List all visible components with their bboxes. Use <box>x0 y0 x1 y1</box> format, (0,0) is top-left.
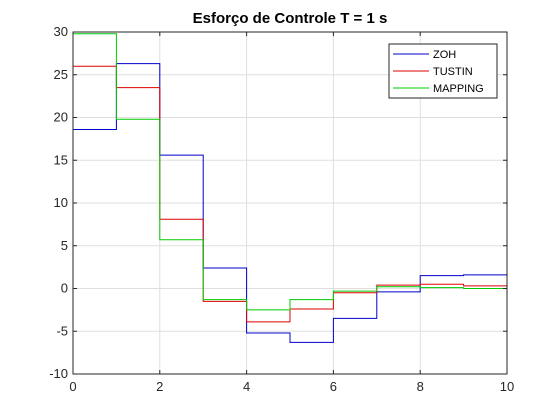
y-tick-label: 5 <box>61 238 68 253</box>
legend-label-zoh: ZOH <box>433 49 456 61</box>
chart-title: Esforço de Controle T = 1 s <box>193 10 388 27</box>
x-tick-label: 6 <box>330 379 337 394</box>
y-tick-label: -5 <box>56 323 68 338</box>
y-tick-label: 25 <box>54 67 68 82</box>
legend-label-tustin: TUSTIN <box>433 66 473 78</box>
legend: ZOH TUSTIN MAPPING <box>388 43 498 99</box>
series-layer <box>73 33 508 343</box>
x-tick-label: 0 <box>69 379 76 394</box>
ticks: 0 2 4 6 8 10 -10 -5 0 5 10 15 20 25 30 <box>49 24 514 394</box>
y-tick-label: -10 <box>49 366 68 381</box>
x-tick-label: 10 <box>500 379 514 394</box>
x-tick-label: 2 <box>156 379 163 394</box>
legend-label-mapping: MAPPING <box>433 83 484 95</box>
y-tick-label: 30 <box>54 24 68 39</box>
series-line-mapping <box>73 33 507 311</box>
series-line-tustin <box>73 65 507 323</box>
y-tick-label: 0 <box>61 281 68 296</box>
y-tick-label: 15 <box>54 152 68 167</box>
y-tick-label: 20 <box>54 110 68 125</box>
x-tick-label: 4 <box>243 379 250 394</box>
x-tick-label: 8 <box>417 379 424 394</box>
y-tick-label: 10 <box>54 195 68 210</box>
